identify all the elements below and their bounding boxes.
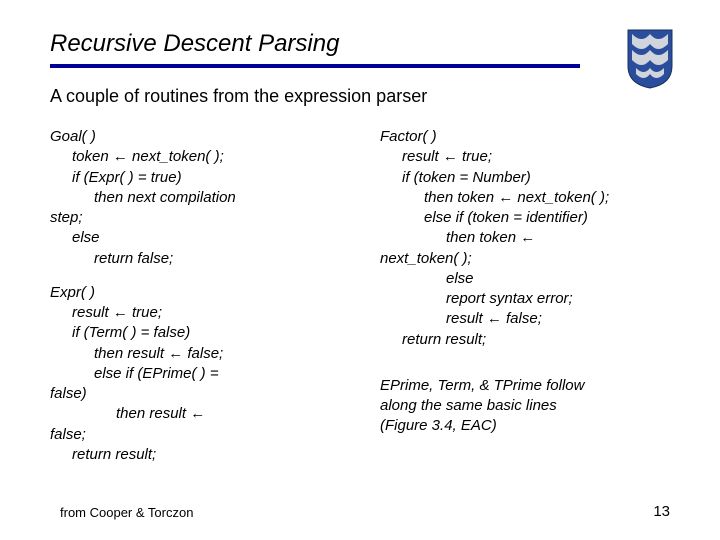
- code-line: else if (token = identifier): [380, 208, 670, 228]
- code-line: next_token( );: [380, 249, 670, 269]
- note-line: EPrime, Term, & TPrime follow: [380, 376, 670, 396]
- code-line: report syntax error;: [380, 289, 670, 309]
- code-line: result ← true;: [380, 147, 670, 167]
- shield-logo: [626, 28, 674, 90]
- code-line: return result;: [380, 330, 670, 350]
- code-line: if (token = Number): [380, 168, 670, 188]
- code-line: then result ←: [50, 404, 340, 424]
- code-line: else if (EPrime( ) =: [50, 364, 340, 384]
- right-column: Factor( ) result ← true; if (token = Num…: [380, 127, 670, 479]
- code-line: then next compilation: [50, 188, 340, 208]
- code-line: then result ← false;: [50, 344, 340, 364]
- code-line: else: [50, 228, 340, 248]
- title-rule: [50, 64, 580, 68]
- page-title: Recursive Descent Parsing: [50, 30, 670, 58]
- page-number: 13: [653, 503, 670, 520]
- code-columns: Goal( ) token ← next_token( ); if (Expr(…: [50, 127, 670, 479]
- code-line: return result;: [50, 445, 340, 465]
- code-line: else: [380, 269, 670, 289]
- code-line: token ← next_token( );: [50, 147, 340, 167]
- code-line: false): [50, 384, 340, 404]
- subtitle: A couple of routines from the expression…: [50, 86, 670, 107]
- note-line: along the same basic lines: [380, 396, 670, 416]
- left-column: Goal( ) token ← next_token( ); if (Expr(…: [50, 127, 340, 479]
- code-line: if (Term( ) = false): [50, 323, 340, 343]
- code-line: then token ← next_token( );: [380, 188, 670, 208]
- factor-block: Factor( ) result ← true; if (token = Num…: [380, 127, 670, 350]
- code-line: return false;: [50, 249, 340, 269]
- goal-block: Goal( ) token ← next_token( ); if (Expr(…: [50, 127, 340, 269]
- code-line: Goal( ): [50, 127, 340, 147]
- code-line: then token ←: [380, 228, 670, 248]
- expr-block: Expr( ) result ← true; if (Term( ) = fal…: [50, 283, 340, 465]
- code-line: if (Expr( ) = true): [50, 168, 340, 188]
- code-line: Expr( ): [50, 283, 340, 303]
- code-line: Factor( ): [380, 127, 670, 147]
- code-line: step;: [50, 208, 340, 228]
- footer-attribution: from Cooper & Torczon: [60, 505, 193, 520]
- code-line: result ← false;: [380, 309, 670, 329]
- code-line: false;: [50, 425, 340, 445]
- note-block: EPrime, Term, & TPrime follow along the …: [380, 376, 670, 437]
- note-line: (Figure 3.4, EAC): [380, 416, 670, 436]
- code-line: result ← true;: [50, 303, 340, 323]
